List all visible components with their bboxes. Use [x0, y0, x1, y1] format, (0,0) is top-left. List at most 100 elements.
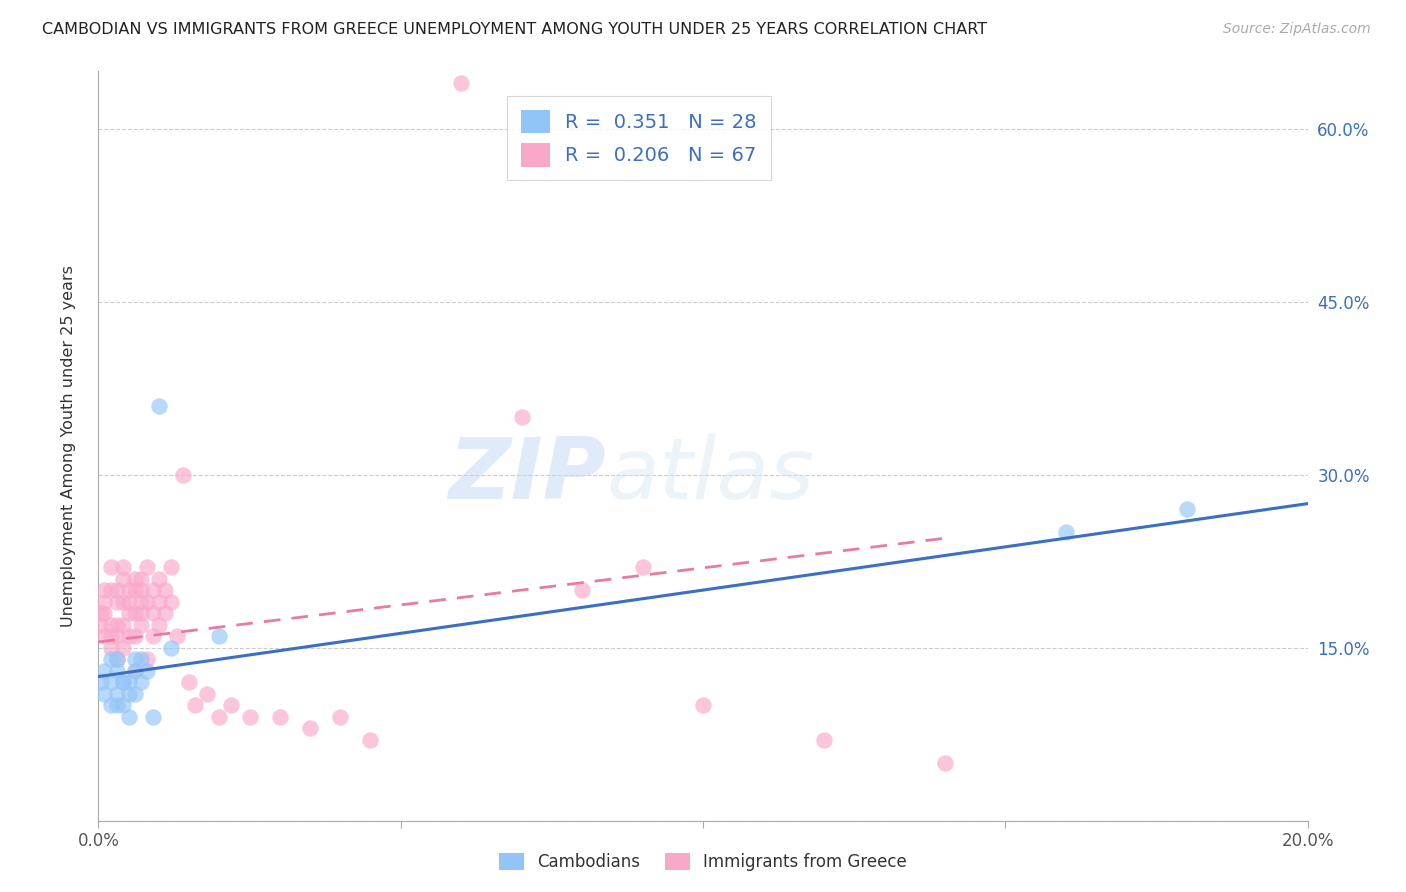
Point [111, 698, 134, 713]
Point [124, 629, 146, 643]
Point [148, 572, 170, 586]
Point [160, 640, 183, 655]
Point [172, 467, 194, 482]
Point [111, 594, 134, 608]
Point [160, 560, 183, 574]
Point [148, 399, 170, 413]
Point [195, 687, 218, 701]
Point [239, 710, 262, 724]
Point [100, 698, 122, 713]
Point [105, 617, 128, 632]
Legend: R =  0.351   N = 28, R =  0.206   N = 67: R = 0.351 N = 28, R = 0.206 N = 67 [508, 96, 770, 180]
Point [153, 583, 176, 598]
Text: ZIP: ZIP [449, 434, 606, 517]
Point [118, 675, 141, 690]
Point [93, 687, 115, 701]
Point [111, 675, 134, 690]
Point [105, 629, 128, 643]
Point [208, 710, 231, 724]
Point [105, 583, 128, 598]
Point [631, 560, 654, 574]
Point [124, 664, 146, 678]
Point [148, 594, 170, 608]
Point [90, 606, 112, 620]
Point [129, 652, 152, 666]
Point [124, 572, 146, 586]
Point [100, 675, 122, 690]
Point [118, 594, 141, 608]
Point [135, 560, 157, 574]
Point [208, 629, 231, 643]
Point [100, 629, 122, 643]
Point [111, 617, 134, 632]
Point [142, 583, 165, 598]
Point [124, 687, 146, 701]
Point [510, 410, 533, 425]
Y-axis label: Unemployment Among Youth under 25 years: Unemployment Among Youth under 25 years [60, 265, 76, 627]
Point [105, 652, 128, 666]
Point [118, 687, 141, 701]
Point [100, 583, 122, 598]
Point [813, 733, 835, 747]
Point [111, 675, 134, 690]
Point [153, 606, 176, 620]
Point [111, 640, 134, 655]
Point [124, 606, 146, 620]
Point [148, 617, 170, 632]
Point [179, 675, 201, 690]
Point [142, 710, 165, 724]
Point [105, 687, 128, 701]
Point [105, 652, 128, 666]
Point [142, 606, 165, 620]
Point [129, 583, 152, 598]
Point [118, 583, 141, 598]
Point [360, 733, 382, 747]
Point [124, 664, 146, 678]
Point [299, 722, 322, 736]
Point [129, 594, 152, 608]
Point [135, 652, 157, 666]
Point [118, 710, 141, 724]
Point [184, 698, 207, 713]
Point [135, 594, 157, 608]
Point [100, 652, 122, 666]
Point [221, 698, 243, 713]
Point [129, 617, 152, 632]
Text: atlas: atlas [606, 434, 814, 517]
Point [100, 617, 122, 632]
Point [105, 698, 128, 713]
Point [93, 629, 115, 643]
Point [692, 698, 714, 713]
Point [160, 594, 183, 608]
Point [93, 594, 115, 608]
Point [269, 710, 291, 724]
Point [105, 594, 128, 608]
Point [111, 560, 134, 574]
Point [89, 617, 111, 632]
Point [124, 652, 146, 666]
Point [118, 629, 141, 643]
Point [93, 606, 115, 620]
Point [129, 675, 152, 690]
Point [100, 640, 122, 655]
Text: CAMBODIAN VS IMMIGRANTS FROM GREECE UNEMPLOYMENT AMONG YOUTH UNDER 25 YEARS CORR: CAMBODIAN VS IMMIGRANTS FROM GREECE UNEM… [42, 22, 987, 37]
Point [90, 675, 112, 690]
Point [450, 76, 472, 90]
Point [100, 560, 122, 574]
Point [329, 710, 352, 724]
Text: Source: ZipAtlas.com: Source: ZipAtlas.com [1223, 22, 1371, 37]
Point [105, 664, 128, 678]
Point [111, 572, 134, 586]
Point [118, 606, 141, 620]
Point [93, 664, 115, 678]
Point [1175, 502, 1198, 516]
Point [93, 583, 115, 598]
Point [135, 664, 157, 678]
Point [934, 756, 956, 770]
Point [166, 629, 188, 643]
Point [1054, 525, 1077, 540]
Point [142, 629, 165, 643]
Point [571, 583, 593, 598]
Point [129, 572, 152, 586]
Point [129, 606, 152, 620]
